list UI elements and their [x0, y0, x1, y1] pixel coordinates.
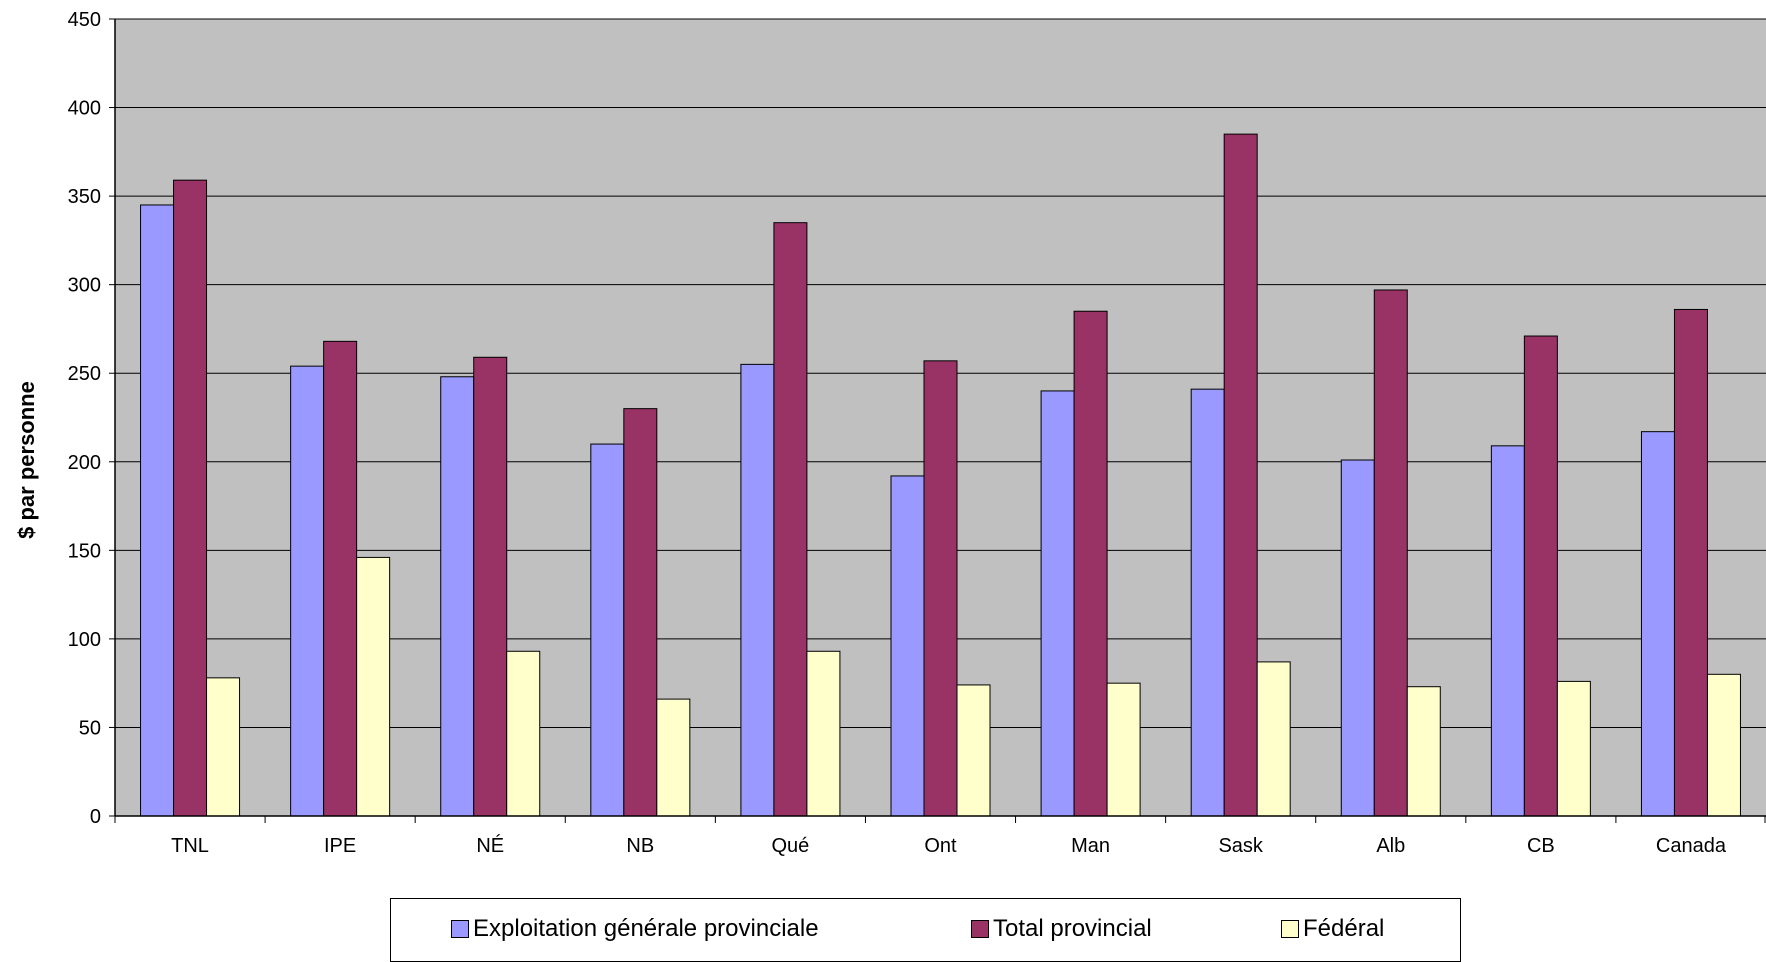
- legend-item-series-1: Exploitation générale provinciale: [451, 915, 819, 942]
- x-tick-label: Alb: [1376, 835, 1405, 857]
- bar-1-6: [890, 475, 925, 817]
- x-tick-label: Qué: [772, 835, 810, 857]
- legend-label-series-2: Total provincial: [993, 915, 1152, 942]
- bar-3-3: [506, 650, 541, 817]
- bar-2-2: [323, 340, 358, 817]
- y-tick-label: 400: [68, 98, 101, 120]
- legend-item-series-3: Fédéral: [1281, 915, 1385, 942]
- y-tick-label: 450: [68, 9, 101, 31]
- legend-item-series-2: Total provincial: [971, 915, 1152, 942]
- bar-2-6: [923, 360, 958, 817]
- bar-1-8: [1190, 388, 1225, 817]
- legend-label-series-3: Fédéral: [1303, 915, 1385, 942]
- bar-1-3: [440, 376, 475, 817]
- bar-2-7: [1073, 310, 1108, 817]
- bar-1-11: [1640, 431, 1675, 817]
- bar-3-7: [1106, 682, 1141, 817]
- y-tick-label: 300: [68, 275, 101, 297]
- bar-3-11: [1706, 673, 1741, 817]
- bar-1-1: [140, 204, 175, 817]
- x-tick-label: TNL: [171, 835, 209, 857]
- bar-3-1: [206, 677, 241, 817]
- bars: [140, 133, 1741, 817]
- y-tick-label: 0: [90, 806, 101, 828]
- y-tick-label: 200: [68, 452, 101, 474]
- x-tick-label: Ont: [924, 835, 957, 857]
- bar-3-6: [956, 684, 991, 817]
- legend-label-series-1: Exploitation générale provinciale: [473, 915, 819, 942]
- bar-3-9: [1406, 686, 1441, 817]
- bar-1-5: [740, 363, 775, 817]
- bar-2-5: [773, 222, 808, 817]
- bar-2-3: [473, 356, 508, 817]
- bar-3-10: [1556, 680, 1591, 817]
- bar-3-5: [806, 650, 841, 817]
- legend-swatch-series-3: [1281, 920, 1299, 938]
- bar-2-8: [1223, 133, 1258, 817]
- bar-3-4: [656, 698, 691, 817]
- bar-3-2: [356, 556, 391, 817]
- x-tick-label: Canada: [1656, 835, 1727, 857]
- legend-swatch-series-1: [451, 920, 469, 938]
- y-tick-label: 250: [68, 363, 101, 385]
- bar-1-7: [1040, 390, 1075, 817]
- bar-3-8: [1256, 661, 1291, 817]
- bar-2-9: [1373, 289, 1408, 817]
- x-tick-label: Man: [1071, 835, 1110, 857]
- legend-swatch-series-2: [971, 920, 989, 938]
- bar-1-2: [290, 365, 325, 817]
- x-tick-label: Sask: [1218, 835, 1263, 857]
- bar-2-11: [1673, 308, 1708, 817]
- x-tick-label: IPE: [324, 835, 356, 857]
- y-tick-label: 350: [68, 186, 101, 208]
- y-tick-labels: 0 50 100 150 200 250 300 350 400 450: [68, 9, 101, 828]
- x-tick-labels: TNL IPE NÉ NB Qué Ont Man Sask Alb CB Canada: [171, 834, 1727, 857]
- y-tick-label: 150: [68, 540, 101, 562]
- x-tick-label: NÉ: [476, 834, 504, 857]
- bar-1-9: [1340, 459, 1375, 817]
- bar-2-1: [173, 179, 208, 817]
- legend: Exploitation générale provinciale Total …: [390, 898, 1461, 962]
- y-tick-label: 50: [79, 717, 101, 739]
- bar-1-10: [1490, 445, 1525, 817]
- bar-2-4: [623, 408, 658, 817]
- x-tick-label: NB: [626, 835, 654, 857]
- axes: [109, 18, 1766, 823]
- y-tick-label: 100: [68, 629, 101, 651]
- y-axis-label: $ par personne: [14, 381, 39, 539]
- bar-1-4: [590, 443, 625, 817]
- x-tick-label: CB: [1527, 835, 1555, 857]
- bar-2-10: [1523, 335, 1558, 817]
